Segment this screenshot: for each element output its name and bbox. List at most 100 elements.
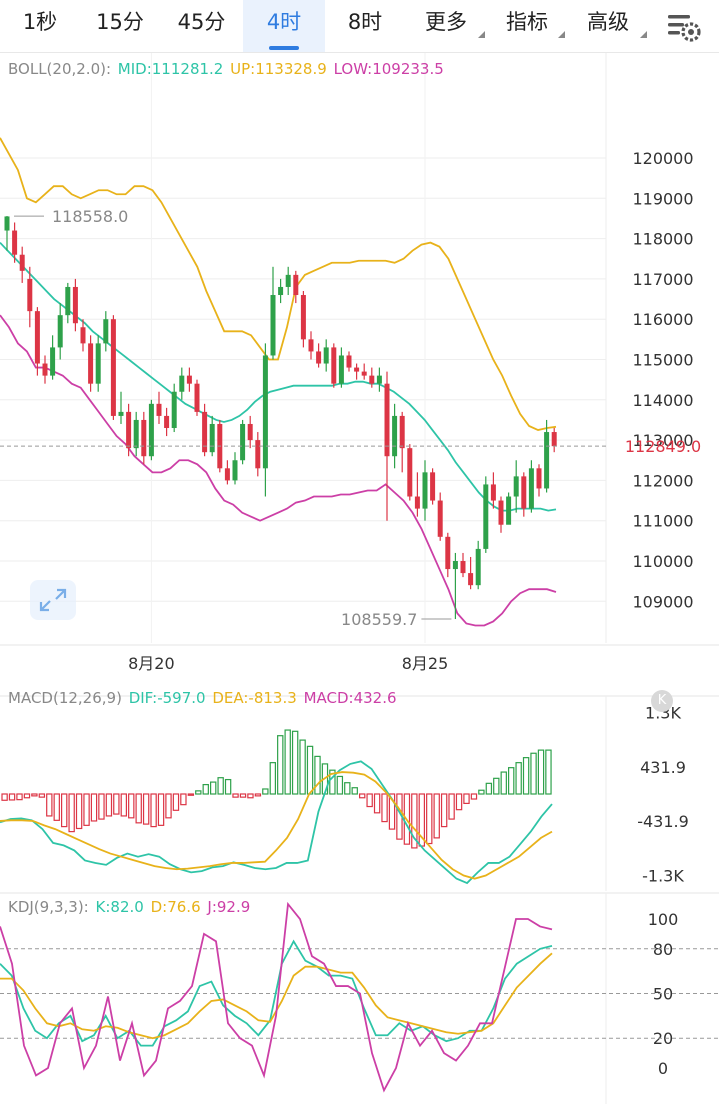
tab-label: 高级: [587, 10, 629, 34]
candle-body: [376, 375, 382, 384]
kdj-legend-name: KDJ(9,3,3):: [8, 898, 89, 916]
macd-legend-dea: DEA:-813.3: [212, 689, 297, 707]
boll-legend-low: LOW:109233.5: [333, 60, 444, 78]
macd-histogram-bar: [180, 793, 187, 806]
kdj-legend-j: J:92.9: [207, 898, 251, 916]
candle-body: [42, 363, 48, 376]
candle-body: [369, 375, 375, 384]
candle-body: [262, 355, 268, 469]
tab-label: 45分: [177, 10, 226, 34]
y-tick-label: 117000: [632, 270, 693, 289]
candle-body: [452, 561, 458, 570]
boll-low-line: [0, 314, 557, 627]
y-tick-label: 116000: [632, 310, 693, 329]
candle-body: [141, 419, 147, 457]
kdj-legend-d: D:76.6: [150, 898, 201, 916]
candle-body: [57, 315, 63, 348]
tab-label: 4时: [266, 10, 302, 34]
candle-body: [528, 468, 534, 509]
tab-5[interactable]: 更多: [405, 0, 487, 52]
macd-histogram-bar: [284, 729, 291, 795]
tab-4[interactable]: 8时: [325, 0, 405, 52]
kline-badge-icon[interactable]: K: [651, 690, 673, 712]
tab-7[interactable]: 高级: [567, 0, 649, 52]
candle-body: [118, 411, 124, 416]
macd-histogram-bar: [1, 793, 8, 801]
x-tick-label: 8月25: [402, 654, 449, 673]
macd-histogram-bar: [299, 739, 306, 795]
tab-6[interactable]: 指标: [487, 0, 567, 52]
chart-settings-icon[interactable]: [664, 8, 704, 44]
candle-body: [475, 548, 481, 586]
candle-body: [392, 415, 398, 457]
candle-body: [285, 274, 291, 287]
macd-histogram-bar: [269, 762, 277, 795]
macd-histogram-bar: [366, 793, 373, 808]
macd-histogram-bar: [217, 777, 224, 795]
y-tick-label: 113000: [632, 431, 693, 450]
kdj-y-tick-label: 100: [648, 910, 679, 929]
macd-histogram-bar: [314, 755, 321, 795]
boll-legend-mid: MID:111281.2: [117, 60, 224, 78]
macd-histogram-bar: [210, 781, 217, 795]
macd-y-tick-label: -431.9: [637, 812, 689, 831]
macd-histogram-bar: [448, 793, 455, 820]
candle-body: [179, 375, 185, 392]
candle-body: [72, 286, 78, 324]
candle-body: [270, 295, 276, 356]
macd-histogram-bar: [165, 793, 172, 819]
chart-canvas[interactable]: 120000 119000 118000 117000 116000 115000 1140…: [0, 53, 719, 1104]
candle-body: [255, 440, 261, 469]
macd-histogram-bar: [239, 793, 247, 798]
tab-0[interactable]: 1秒: [0, 0, 80, 52]
tab-3[interactable]: 4时: [243, 0, 325, 52]
boll-mid-line: [0, 242, 557, 512]
expand-chart-icon[interactable]: [30, 580, 76, 620]
macd-histogram-bar: [8, 793, 16, 801]
candle-body: [202, 411, 208, 453]
macd-histogram-bar: [262, 788, 269, 795]
macd-histogram-bar: [83, 793, 90, 826]
kdj-y-tick-label: 0: [658, 1059, 668, 1078]
boll-legend-up: UP:113328.9: [230, 60, 327, 78]
dropdown-triangle-icon: [478, 31, 485, 38]
tab-1[interactable]: 15分: [80, 0, 160, 52]
y-tick-label: 120000: [632, 149, 693, 168]
macd-legend: MACD(12,26,9) DIF:-597.0 DEA:-813.3 MACD…: [8, 689, 399, 707]
macd-histogram-bar: [16, 793, 23, 801]
candle-body: [361, 371, 367, 376]
tab-label: 8时: [347, 10, 383, 34]
macd-histogram-bar: [128, 793, 135, 819]
y-tick-label: 119000: [632, 189, 693, 208]
macd-histogram-bar: [545, 749, 552, 795]
candle-body: [384, 383, 390, 457]
candle-body: [293, 274, 299, 296]
high-marker-label: 118558.0: [52, 207, 128, 226]
macd-histogram-bar: [470, 793, 478, 800]
tab-2[interactable]: 45分: [160, 0, 243, 52]
candle-body: [148, 403, 154, 457]
tab-label: 15分: [96, 10, 144, 34]
candle-body: [209, 423, 215, 453]
macd-histogram-bar: [336, 775, 344, 795]
candle-body: [551, 432, 557, 447]
macd-histogram-bar: [291, 730, 299, 795]
y-tick-label: 111000: [632, 512, 693, 531]
x-tick-label: 8月20: [128, 654, 175, 673]
macd-histogram-bar: [142, 793, 150, 825]
candle-body: [80, 327, 86, 344]
candle-body: [171, 391, 177, 429]
candle-body: [521, 476, 527, 509]
candle-body: [164, 415, 170, 429]
macd-histogram-bar: [500, 771, 507, 795]
candle-body: [506, 496, 512, 525]
macd-histogram-bar: [522, 757, 530, 795]
kdj-j-line: [0, 901, 553, 1093]
dropdown-triangle-icon: [640, 31, 647, 38]
candle-body: [240, 423, 246, 461]
candle-body: [354, 367, 360, 372]
candle-body: [498, 500, 504, 525]
candle-body: [126, 411, 132, 449]
candle-body: [133, 419, 139, 449]
macd-histogram-bar: [157, 793, 165, 826]
